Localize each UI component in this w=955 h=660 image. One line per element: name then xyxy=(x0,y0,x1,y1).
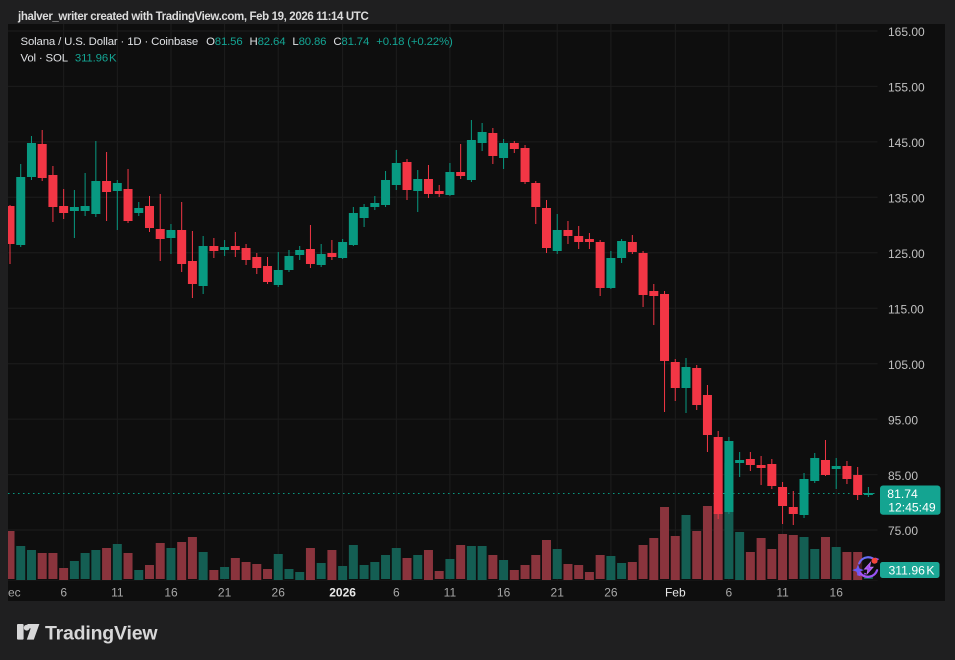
svg-text:145.00: 145.00 xyxy=(888,136,925,150)
svg-text:21: 21 xyxy=(218,585,232,599)
svg-text:75.00: 75.00 xyxy=(888,524,918,538)
svg-text:155.00: 155.00 xyxy=(888,81,925,95)
svg-text:2026: 2026 xyxy=(329,585,356,599)
svg-text:Solana / U.S. Dollar · 1D · Co: Solana / U.S. Dollar · 1D · Coinbase O81.… xyxy=(21,36,453,48)
svg-text:26: 26 xyxy=(272,585,286,599)
svg-text:125.00: 125.00 xyxy=(888,247,925,261)
svg-text:135.00: 135.00 xyxy=(888,192,925,206)
svg-text:6: 6 xyxy=(60,585,67,599)
svg-text:105.00: 105.00 xyxy=(888,358,925,372)
svg-text:12:45:49: 12:45:49 xyxy=(888,500,936,514)
svg-text:16: 16 xyxy=(497,585,511,599)
svg-text:165.00: 165.00 xyxy=(888,25,925,39)
svg-text:jhalver_writer created with Tr: jhalver_writer created with TradingView.… xyxy=(17,11,368,23)
svg-text:11: 11 xyxy=(776,585,789,599)
svg-text:81.74: 81.74 xyxy=(887,487,918,501)
svg-text:16: 16 xyxy=(830,585,844,599)
svg-text:11: 11 xyxy=(444,585,457,599)
svg-text:11: 11 xyxy=(111,585,124,599)
svg-text:85.00: 85.00 xyxy=(888,469,918,483)
svg-text:6: 6 xyxy=(726,585,733,599)
svg-text:95.00: 95.00 xyxy=(888,413,918,427)
svg-text:TradingView: TradingView xyxy=(45,623,158,645)
svg-text:115.00: 115.00 xyxy=(888,302,924,316)
svg-text:26: 26 xyxy=(604,585,618,599)
svg-text:Feb: Feb xyxy=(665,585,686,599)
svg-text:21: 21 xyxy=(551,585,565,599)
svg-text:6: 6 xyxy=(393,585,400,599)
svg-text:16: 16 xyxy=(164,585,178,599)
svg-text:311.96K: 311.96 K xyxy=(889,563,935,577)
